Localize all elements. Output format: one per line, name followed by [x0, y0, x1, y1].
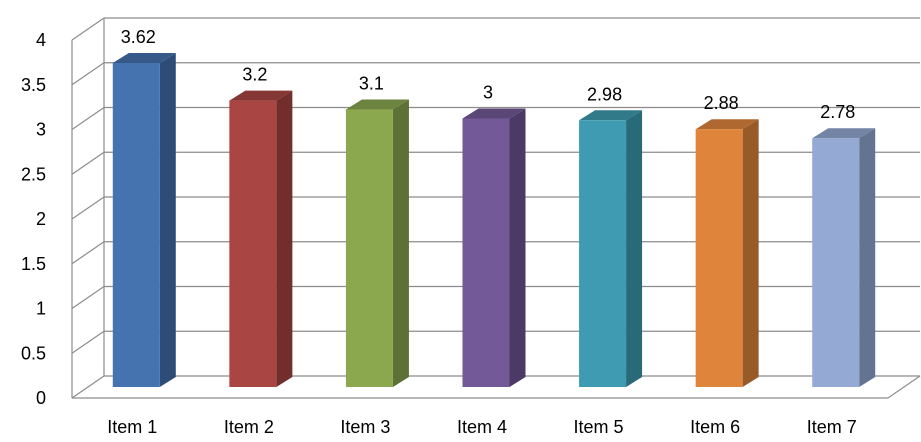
y-tick-label: 1	[36, 299, 46, 319]
gridline-depth	[71, 375, 105, 399]
y-tick-label: 2.5	[21, 164, 46, 184]
bar-side	[392, 99, 409, 388]
gridline-depth	[71, 330, 105, 354]
y-tick-label: 2	[36, 209, 46, 229]
bar-side	[159, 53, 176, 387]
bar-top	[345, 99, 409, 110]
y-tick-label: 4	[36, 30, 46, 50]
x-tick-label: Item 3	[340, 417, 390, 437]
gridline-depth	[71, 196, 105, 220]
data-label: 2.88	[704, 93, 739, 113]
bar	[462, 118, 510, 387]
gridline-depth	[71, 17, 105, 41]
gridline-depth	[71, 62, 105, 86]
x-tick-label: Item 5	[574, 417, 624, 437]
y-tick-label: 3.5	[21, 75, 46, 95]
y-tick-label: 0.5	[21, 343, 46, 363]
x-tick-label: Item 4	[457, 417, 507, 437]
data-label: 3	[483, 83, 493, 103]
gridline-depth	[71, 241, 105, 265]
bar-top	[695, 119, 759, 130]
bar	[812, 138, 860, 387]
y-tick-label: 1.5	[21, 254, 46, 274]
bar-top	[579, 110, 643, 121]
bar-top	[112, 53, 176, 64]
x-tick-label: Item 7	[807, 417, 857, 437]
data-label: 3.62	[121, 27, 156, 47]
bar	[695, 129, 743, 388]
y-tick-label: 0	[36, 388, 46, 408]
data-label: 3.1	[359, 74, 384, 94]
bar-side	[626, 110, 643, 387]
bar	[345, 109, 393, 388]
data-label: 2.98	[587, 84, 622, 104]
bars	[112, 53, 876, 388]
gridline-depth	[71, 107, 105, 130]
x-tick-label: Item 6	[690, 417, 740, 437]
data-label: 3.2	[242, 65, 267, 85]
data-labels: 3.62 3.2 3.1 3 2.98 2.88 2.78	[121, 27, 855, 122]
bar	[229, 100, 277, 387]
y-axis: 0 0.5 1 1.5 2 2.5 3 3.5 4	[21, 30, 46, 408]
x-tick-label: Item 2	[224, 417, 274, 437]
y-tick-label: 3	[36, 120, 46, 140]
bar-side	[742, 119, 759, 388]
bar-top	[812, 128, 876, 139]
x-tick-label: Item 1	[107, 417, 157, 437]
bar-top	[462, 108, 526, 119]
bar	[579, 120, 627, 387]
bar	[112, 63, 160, 387]
bar-side	[276, 90, 293, 387]
gridline-depth	[71, 286, 105, 309]
gridline-depth	[71, 151, 105, 175]
data-label: 2.78	[820, 102, 855, 122]
bar-top	[229, 90, 293, 101]
x-axis: Item 1 Item 2 Item 3 Item 4 Item 5 Item 6 Item…	[107, 417, 856, 437]
floor-depth-edge	[887, 375, 921, 399]
bar-side	[859, 128, 876, 387]
bar-side	[509, 108, 526, 387]
